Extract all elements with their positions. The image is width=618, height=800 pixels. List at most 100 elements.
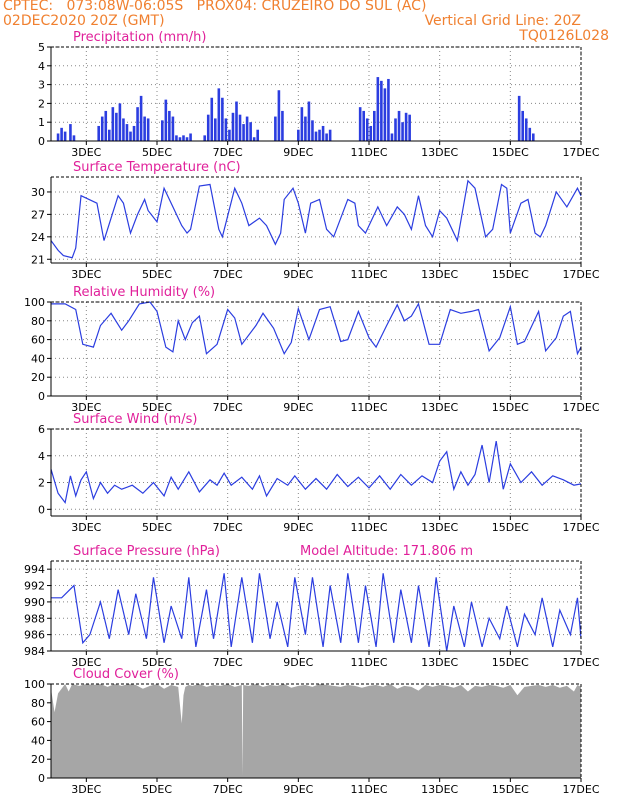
precip-bar	[369, 125, 373, 141]
x-tick-label: 11DEC	[350, 783, 387, 796]
panel-title: Surface Wind (m/s)	[73, 412, 197, 427]
x-tick-label: 3DEC	[71, 146, 101, 159]
panel-title: Cloud Cover (%)	[73, 667, 179, 682]
x-tick-label: 7DEC	[213, 521, 243, 534]
x-tick-label: 9DEC	[283, 521, 313, 534]
precip-bar	[242, 124, 245, 141]
x-tick-label: 7DEC	[213, 656, 243, 669]
precip-bar	[314, 131, 318, 141]
precip-bar	[524, 118, 528, 141]
y-tick-label: 0	[38, 135, 45, 148]
y-tick-label: 80	[31, 315, 45, 328]
x-tick-label: 15DEC	[492, 401, 529, 414]
precip-bar	[189, 133, 192, 141]
precip-bar	[281, 110, 284, 141]
precip-bar	[63, 131, 67, 141]
x-tick-label: 15DEC	[492, 521, 529, 534]
x-tick-label: 9DEC	[283, 268, 313, 281]
x-tick-label: 13DEC	[421, 401, 458, 414]
x-tick-label: 9DEC	[283, 401, 313, 414]
precip-bar	[252, 137, 256, 141]
y-tick-label: 24	[31, 231, 45, 244]
panel-subtitle: Model Altitude: 171.806 m	[300, 544, 473, 559]
y-tick-label: 6	[38, 423, 45, 436]
model-id: TQ0126L028	[519, 28, 609, 44]
x-tick-label: 7DEC	[213, 783, 243, 796]
precip-bar	[304, 116, 307, 141]
x-tick-label: 9DEC	[283, 783, 313, 796]
y-tick-label: 21	[31, 253, 45, 266]
precip-bar	[362, 110, 365, 141]
y-tick-label: 0	[38, 503, 45, 516]
x-tick-label: 11DEC	[350, 401, 387, 414]
panel-title: Surface Pressure (hPa)	[73, 544, 220, 559]
x-tick-label: 15DEC	[492, 268, 529, 281]
y-tick-label: 990	[24, 596, 45, 609]
series-line	[50, 179, 582, 259]
y-tick-label: 40	[31, 352, 45, 365]
precip-bar	[231, 112, 235, 141]
precip-bar	[224, 118, 228, 141]
precip-bar	[235, 101, 238, 141]
y-tick-label: 3	[38, 79, 45, 92]
y-tick-label: 20	[31, 371, 45, 384]
precip-bar	[297, 129, 300, 141]
y-tick-label: 27	[31, 208, 45, 221]
x-tick-label: 7DEC	[213, 401, 243, 414]
precip-bar	[383, 88, 387, 141]
precip-bar	[311, 120, 314, 141]
precip-bar	[104, 110, 108, 141]
panel-title: Surface Temperature (nC)	[73, 160, 241, 175]
precip-bar	[214, 118, 217, 141]
y-tick-label: 988	[24, 612, 45, 625]
precip-bar	[256, 129, 259, 141]
precip-bar	[408, 114, 411, 141]
precip-bar	[390, 133, 394, 141]
panel-5	[47, 683, 582, 782]
x-tick-label: 17DEC	[562, 401, 599, 414]
precip-bar	[528, 127, 532, 141]
panel-title: Precipitation (mm/h)	[73, 30, 206, 45]
y-tick-label: 0	[38, 772, 45, 785]
precip-bar	[182, 135, 185, 141]
x-tick-label: 15DEC	[492, 783, 529, 796]
y-tick-label: 5	[38, 41, 45, 54]
precip-bar	[365, 118, 369, 141]
series-line	[50, 440, 582, 505]
x-tick-label: 5DEC	[142, 521, 172, 534]
precip-bar	[249, 122, 252, 141]
panel-2	[47, 301, 582, 400]
precip-bar	[373, 110, 376, 141]
precip-bar	[328, 129, 332, 141]
precip-bar	[277, 90, 281, 141]
y-tick-label: 2	[38, 97, 45, 110]
y-tick-label: 60	[31, 716, 45, 729]
precip-bar	[307, 101, 311, 141]
precip-bar	[118, 103, 122, 141]
x-tick-label: 15DEC	[492, 656, 529, 669]
x-tick-label: 3DEC	[71, 401, 101, 414]
precip-bar	[168, 110, 171, 141]
precip-bar	[132, 125, 136, 141]
precip-bar	[171, 116, 175, 141]
precip-bar	[404, 112, 408, 141]
x-tick-label: 11DEC	[350, 521, 387, 534]
precip-bar	[300, 107, 304, 141]
y-tick-label: 1	[38, 116, 45, 129]
precip-bar	[321, 125, 325, 141]
x-tick-label: 17DEC	[562, 656, 599, 669]
x-tick-label: 17DEC	[562, 146, 599, 159]
precip-bar	[380, 80, 383, 141]
precip-bar	[401, 122, 404, 141]
y-tick-label: 994	[24, 563, 45, 576]
y-tick-label: 20	[31, 753, 45, 766]
x-tick-label: 7DEC	[213, 268, 243, 281]
run-date: 02DEC2020 20Z (GMT)	[3, 13, 165, 29]
x-tick-label: 5DEC	[142, 656, 172, 669]
x-tick-label: 17DEC	[562, 783, 599, 796]
precip-bar	[60, 127, 63, 141]
precip-bar	[521, 110, 524, 141]
vertical-grid-note: Vertical Grid Line: 20Z	[424, 13, 581, 29]
y-tick-label: 4	[38, 450, 45, 463]
x-tick-label: 13DEC	[421, 521, 458, 534]
